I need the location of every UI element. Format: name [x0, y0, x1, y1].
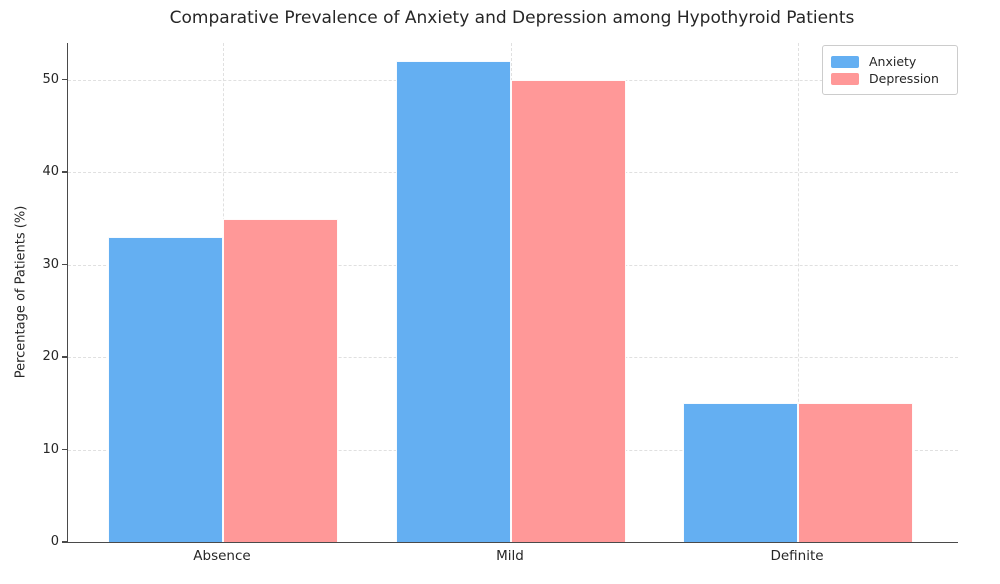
bar-anxiety-definite — [683, 403, 798, 542]
gridline-x-definite — [798, 43, 799, 542]
x-tick-label-absence: Absence — [193, 548, 251, 564]
legend-label-anxiety: Anxiety — [869, 54, 917, 69]
bar-depression-definite — [798, 403, 913, 542]
y-tick-label-50: 50 — [42, 71, 59, 87]
y-tick-label-10: 10 — [42, 441, 59, 457]
bar-anxiety-mild — [396, 61, 511, 542]
y-tick-mark-40 — [62, 171, 67, 173]
legend-item-anxiety: Anxiety — [831, 53, 949, 70]
y-tick-label-30: 30 — [42, 256, 59, 272]
y-tick-label-20: 20 — [42, 349, 59, 365]
y-tick-label-0: 0 — [50, 534, 59, 549]
anxiety-swatch-icon — [831, 55, 859, 68]
legend: Anxiety Depression — [822, 45, 958, 95]
x-tick-label-mild: Mild — [496, 548, 524, 564]
depression-swatch-icon — [831, 72, 859, 85]
bar-anxiety-absence — [108, 237, 223, 542]
chart-title: Comparative Prevalence of Anxiety and De… — [169, 8, 855, 28]
legend-item-depression: Depression — [831, 70, 949, 87]
y-tick-mark-50 — [62, 78, 67, 81]
plot-area: Anxiety Depression — [67, 43, 958, 543]
y-tick-mark-10 — [62, 448, 67, 451]
y-tick-mark-30 — [62, 263, 67, 266]
y-tick-mark-0 — [62, 541, 67, 543]
bar-depression-mild — [511, 79, 626, 542]
legend-label-depression: Depression — [869, 71, 939, 86]
x-tick-label-definite: Definite — [770, 548, 824, 564]
bar-depression-absence — [223, 218, 338, 542]
y-tick-label-40: 40 — [42, 164, 59, 180]
y-tick-mark-20 — [62, 356, 67, 358]
